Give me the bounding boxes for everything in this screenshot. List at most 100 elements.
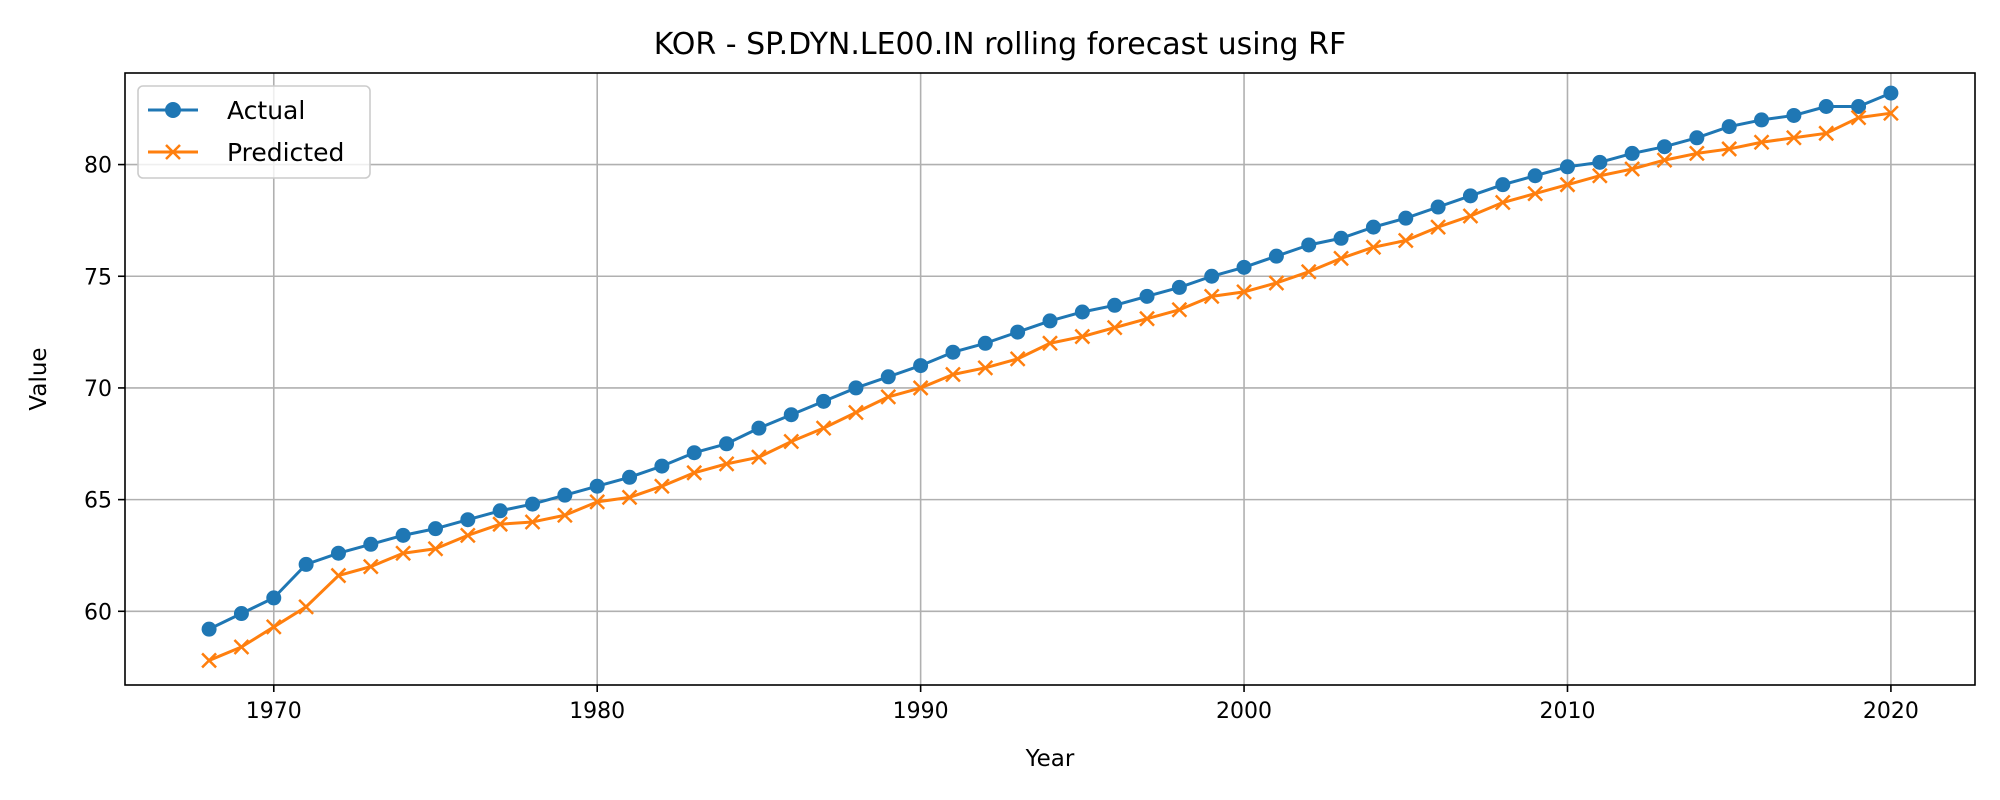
data-point-actual <box>395 527 411 543</box>
data-point-actual <box>1559 159 1575 175</box>
data-point-actual <box>1398 210 1414 226</box>
data-point-predicted <box>1139 310 1155 327</box>
data-point-actual <box>1624 145 1640 161</box>
data-point-actual <box>783 407 799 423</box>
y-tick-label: 60 <box>84 600 112 625</box>
data-point-actual <box>363 536 379 552</box>
legend-predicted-marker <box>165 144 181 160</box>
data-point-predicted <box>362 558 379 575</box>
axis-ticks: 1970 1980 1990 2000 2010 2020 60 65 70 75 80 <box>84 154 1919 724</box>
data-point-predicted <box>1785 129 1802 146</box>
y-tick-label: 80 <box>84 154 112 179</box>
data-point-predicted <box>492 516 509 533</box>
data-point-actual <box>525 496 541 512</box>
data-point-actual <box>233 606 249 622</box>
data-point-actual <box>913 358 929 374</box>
y-tick-label: 70 <box>84 377 112 402</box>
data-point-predicted <box>718 455 735 472</box>
data-point-predicted <box>1818 125 1835 142</box>
data-point-predicted <box>1106 319 1123 336</box>
data-point-predicted <box>1559 176 1576 193</box>
data-point-actual <box>298 556 314 572</box>
series-actual <box>201 85 1899 637</box>
data-point-actual <box>201 621 217 637</box>
legend-predicted-label: Predicted <box>227 138 344 167</box>
data-point-actual <box>1462 188 1478 204</box>
series-layer <box>201 85 1899 669</box>
data-point-predicted <box>686 464 703 481</box>
data-point-actual <box>1657 139 1673 155</box>
data-point-predicted <box>459 527 476 544</box>
data-point-predicted <box>524 514 541 530</box>
x-tick-label: 1980 <box>569 699 625 724</box>
data-point-actual <box>816 393 832 409</box>
data-point-predicted <box>912 380 929 396</box>
data-point-predicted <box>783 433 800 450</box>
data-point-predicted <box>1591 167 1608 184</box>
data-point-predicted <box>265 619 282 635</box>
data-point-actual <box>330 545 346 561</box>
y-tick-label: 75 <box>84 265 112 290</box>
data-point-predicted <box>1236 284 1252 300</box>
data-point-predicted <box>1656 152 1673 168</box>
data-point-actual <box>427 521 443 537</box>
data-point-predicted <box>1462 208 1479 224</box>
data-point-predicted <box>298 598 315 615</box>
data-point-predicted <box>654 478 670 495</box>
data-point-actual <box>880 369 896 385</box>
data-point-actual <box>460 512 476 528</box>
y-axis-label: Value <box>26 347 52 410</box>
data-point-predicted <box>815 420 832 437</box>
data-point-actual <box>1333 230 1349 246</box>
data-point-predicted <box>427 540 444 557</box>
data-point-actual <box>622 469 638 485</box>
data-point-predicted <box>848 404 864 421</box>
data-point-predicted <box>330 567 347 584</box>
data-point-predicted <box>201 652 217 669</box>
data-point-predicted <box>945 366 961 383</box>
data-point-predicted <box>1203 288 1220 305</box>
data-point-actual <box>1042 313 1058 329</box>
x-tick-label: 1990 <box>893 699 949 724</box>
data-point-actual <box>1236 259 1252 275</box>
data-point-predicted <box>1753 134 1770 151</box>
data-point-predicted <box>621 489 638 506</box>
data-point-actual <box>1074 304 1090 320</box>
data-point-actual <box>1883 85 1899 101</box>
chart-title: KOR - SP.DYN.LE00.IN rolling forecast us… <box>654 27 1347 62</box>
data-point-predicted <box>1721 141 1738 157</box>
legend: Actual Predicted <box>137 85 371 179</box>
legend-actual-label: Actual <box>227 96 305 125</box>
data-point-predicted <box>233 639 250 655</box>
data-point-predicted <box>751 449 767 466</box>
data-point-predicted <box>1171 301 1188 318</box>
data-point-actual <box>1430 199 1446 215</box>
data-point-actual <box>1107 297 1123 313</box>
data-point-predicted <box>556 507 573 524</box>
data-point-actual <box>1171 279 1187 295</box>
x-tick-label: 2000 <box>1216 699 1272 724</box>
x-axis-label: Year <box>1025 746 1075 772</box>
x-tick-label: 2020 <box>1863 699 1919 724</box>
data-point-actual <box>1818 99 1834 115</box>
data-point-actual <box>1010 324 1026 340</box>
legend-entry-predicted: Predicted <box>148 138 344 167</box>
y-tick-label: 65 <box>84 489 112 514</box>
data-point-predicted <box>1365 239 1382 256</box>
data-point-predicted <box>1300 263 1317 280</box>
data-point-actual <box>1527 168 1543 184</box>
data-point-predicted <box>395 545 412 562</box>
data-point-actual <box>1754 112 1770 128</box>
data-point-actual <box>589 478 605 494</box>
data-point-predicted <box>1397 232 1414 249</box>
data-point-actual <box>1786 107 1802 123</box>
data-point-predicted <box>1074 328 1091 345</box>
data-point-predicted <box>1494 194 1511 211</box>
data-point-predicted <box>1268 275 1285 291</box>
data-point-predicted <box>1430 219 1446 236</box>
data-point-actual <box>977 335 993 351</box>
data-point-actual <box>1301 237 1317 253</box>
data-point-actual <box>1592 154 1608 170</box>
legend-entry-actual: Actual <box>148 96 305 125</box>
data-point-actual <box>1689 130 1705 146</box>
